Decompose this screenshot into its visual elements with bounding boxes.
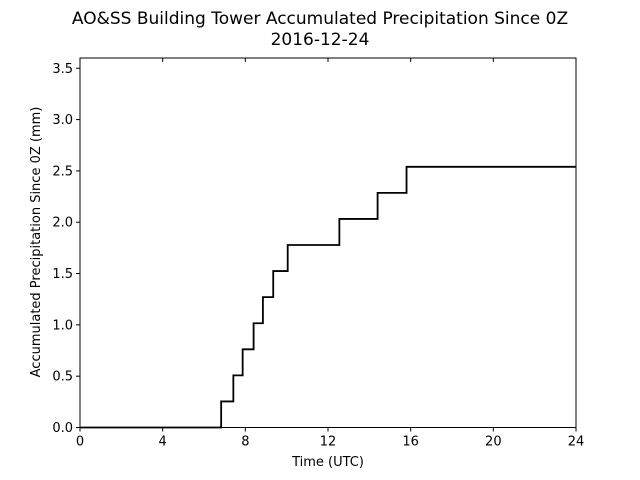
y-tick-label: 0.0 [52,421,73,436]
chart-title: AO&SS Building Tower Accumulated Precipi… [72,9,568,29]
y-tick-label: 0.5 [52,370,73,385]
chart-subtitle: 2016-12-24 [271,30,370,50]
x-tick-label: 20 [485,435,502,450]
precipitation-step-line [80,165,576,429]
y-tick-label: 3.5 [52,62,73,77]
axis-ticks: 0 4 8 12 16 20 24 0.0 0.5 1.0 1.5 2.0 2.5 3.0 3.5 [52,58,584,450]
plot-frame [79,57,577,428]
y-axis-label: Accumulated Precipitation Since 0Z (mm) [29,107,44,378]
x-tick-label: 12 [320,435,337,450]
y-tick-label: 1.0 [52,318,73,333]
x-tick-label: 8 [241,435,249,450]
x-tick-label: 24 [568,435,585,450]
data-series [80,165,576,429]
y-tick-label: 2.0 [52,216,73,231]
x-tick-label: 16 [402,435,419,450]
y-tick-label: 2.5 [52,164,73,179]
x-tick-label: 4 [159,435,167,450]
x-axis-label: Time (UTC) [291,455,364,470]
y-tick-label: 1.5 [52,267,73,282]
x-tick-label: 0 [76,435,84,450]
y-tick-label: 3.0 [52,113,73,128]
